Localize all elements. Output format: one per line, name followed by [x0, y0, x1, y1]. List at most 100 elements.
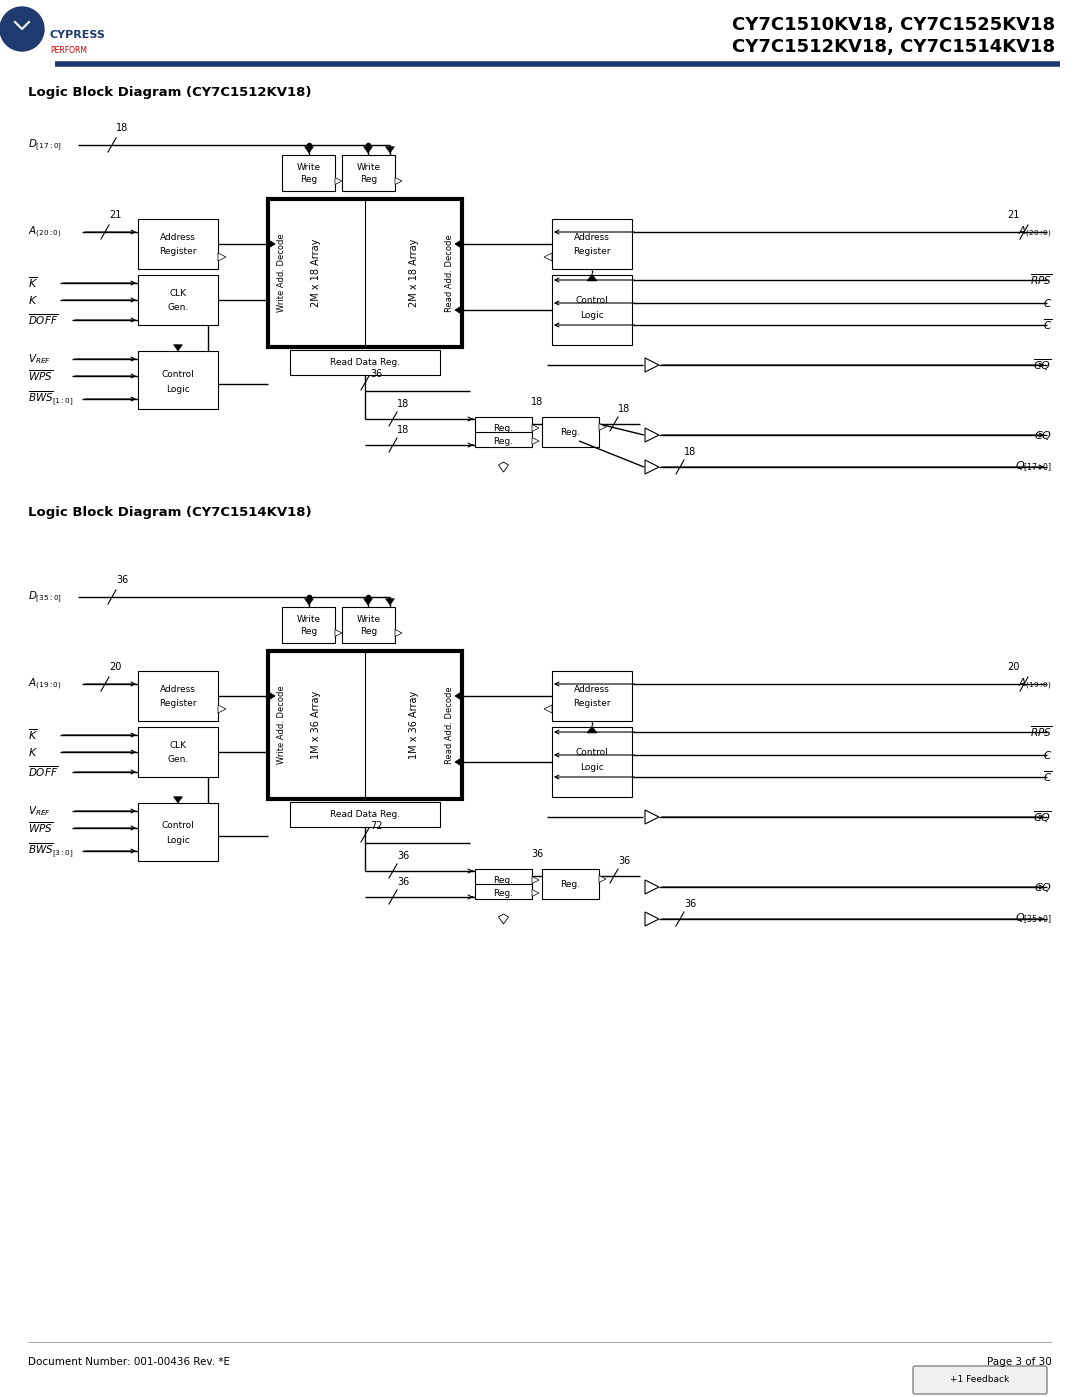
Text: $C$: $C$	[1043, 298, 1052, 309]
Bar	[542, 869, 599, 900]
Text: $\overline{WPS}$: $\overline{WPS}$	[28, 369, 53, 383]
Polygon shape	[532, 876, 539, 883]
Text: $\overline{RPS}$: $\overline{RPS}$	[1030, 272, 1052, 288]
Polygon shape	[588, 274, 597, 281]
Text: 21: 21	[1008, 210, 1020, 219]
Bar	[138, 275, 218, 326]
Text: Reg: Reg	[360, 175, 377, 183]
Text: 36: 36	[397, 877, 409, 887]
Text: Reg: Reg	[360, 626, 377, 636]
Polygon shape	[499, 462, 509, 472]
Polygon shape	[499, 914, 509, 923]
Text: $D_{[35:0]}$: $D_{[35:0]}$	[28, 590, 63, 605]
Text: Control: Control	[162, 369, 194, 379]
Bar	[475, 416, 532, 447]
Text: $A_{(20:0)}$: $A_{(20:0)}$	[28, 225, 62, 240]
Text: Logic: Logic	[580, 310, 604, 320]
Bar	[138, 351, 218, 409]
Text: CLK: CLK	[170, 289, 187, 298]
Polygon shape	[645, 810, 659, 824]
Bar	[552, 275, 632, 345]
Text: 18: 18	[397, 425, 409, 434]
Text: 21: 21	[109, 210, 121, 219]
Text: 18: 18	[684, 447, 697, 457]
Text: Logic: Logic	[580, 763, 604, 771]
Text: Write: Write	[356, 615, 380, 623]
Bar	[268, 651, 462, 799]
Text: 1M x 36 Array: 1M x 36 Array	[409, 692, 419, 759]
Polygon shape	[532, 437, 539, 444]
Text: $\overline{DOFF}$: $\overline{DOFF}$	[28, 313, 58, 327]
Text: +1 Feedback: +1 Feedback	[950, 1376, 1010, 1384]
Text: CYPRESS: CYPRESS	[50, 29, 106, 41]
Text: $A_{(19:0)}$: $A_{(19:0)}$	[28, 676, 62, 692]
Bar	[291, 802, 440, 827]
Text: $\overline{DOFF}$: $\overline{DOFF}$	[28, 764, 58, 780]
Text: 36: 36	[531, 849, 543, 859]
Text: Logic Block Diagram (CY7C1512KV18): Logic Block Diagram (CY7C1512KV18)	[28, 85, 311, 99]
Text: 36: 36	[684, 900, 697, 909]
Text: $C$: $C$	[1043, 749, 1052, 761]
Text: $\overline{WPS}$: $\overline{WPS}$	[28, 820, 53, 835]
Text: Write: Write	[356, 162, 380, 172]
Text: 36: 36	[397, 851, 409, 861]
Text: 18: 18	[531, 397, 543, 407]
Polygon shape	[455, 692, 463, 701]
Bar	[552, 671, 632, 721]
FancyBboxPatch shape	[913, 1366, 1047, 1394]
Text: $K$: $K$	[28, 293, 38, 306]
Polygon shape	[386, 147, 394, 154]
Bar	[138, 219, 218, 270]
Text: 36: 36	[370, 369, 382, 379]
Text: Reg.: Reg.	[494, 423, 514, 433]
Text: 36: 36	[618, 856, 631, 866]
Bar	[542, 416, 599, 447]
Text: Control: Control	[576, 747, 608, 757]
Text: CY7C1512KV18, CY7C1514KV18: CY7C1512KV18, CY7C1514KV18	[732, 38, 1055, 56]
Polygon shape	[599, 876, 606, 883]
Text: Reg.: Reg.	[561, 880, 581, 888]
Text: Read Add. Decode: Read Add. Decode	[445, 686, 454, 764]
Polygon shape	[335, 177, 342, 184]
Text: Write: Write	[296, 162, 321, 172]
Text: Page 3 of 30: Page 3 of 30	[987, 1356, 1052, 1368]
Polygon shape	[544, 253, 552, 261]
Text: $CQ$: $CQ$	[1034, 880, 1052, 894]
Text: Register: Register	[159, 698, 197, 707]
Text: Write Add. Decode: Write Add. Decode	[276, 686, 285, 764]
Polygon shape	[335, 630, 342, 637]
Text: Reg: Reg	[300, 626, 318, 636]
Text: $V_{REF}$: $V_{REF}$	[28, 352, 51, 366]
Text: 18: 18	[397, 400, 409, 409]
Text: PERFORM: PERFORM	[50, 46, 87, 54]
Polygon shape	[645, 912, 659, 926]
Polygon shape	[395, 630, 402, 637]
Text: Read Add. Decode: Read Add. Decode	[445, 235, 454, 312]
Text: 36: 36	[116, 576, 129, 585]
Text: Read Data Reg.: Read Data Reg.	[329, 810, 400, 819]
Polygon shape	[386, 599, 394, 605]
Text: Register: Register	[159, 246, 197, 256]
Text: Control: Control	[162, 821, 194, 830]
Text: Logic: Logic	[166, 837, 190, 845]
Text: 2M x 18 Array: 2M x 18 Array	[409, 239, 419, 307]
Polygon shape	[645, 460, 659, 474]
Text: Reg.: Reg.	[561, 427, 581, 436]
Text: 20: 20	[1008, 662, 1020, 672]
Text: $\overline{BWS}_{[3:0]}$: $\overline{BWS}_{[3:0]}$	[28, 842, 73, 861]
Text: Write: Write	[296, 615, 321, 623]
Text: Address: Address	[575, 232, 610, 242]
Text: $CQ$: $CQ$	[1034, 429, 1052, 441]
Text: Logic Block Diagram (CY7C1514KV18): Logic Block Diagram (CY7C1514KV18)	[28, 506, 312, 518]
Text: $\overline{C}$: $\overline{C}$	[1043, 770, 1052, 784]
Text: $\overline{C}$: $\overline{C}$	[1043, 317, 1052, 332]
Polygon shape	[305, 599, 313, 605]
Polygon shape	[645, 427, 659, 441]
Bar	[282, 155, 335, 191]
Text: Reg: Reg	[300, 175, 318, 183]
Text: 18: 18	[116, 123, 129, 133]
Polygon shape	[364, 599, 373, 605]
Polygon shape	[218, 705, 226, 712]
Text: Address: Address	[160, 685, 195, 693]
Polygon shape	[174, 345, 183, 351]
